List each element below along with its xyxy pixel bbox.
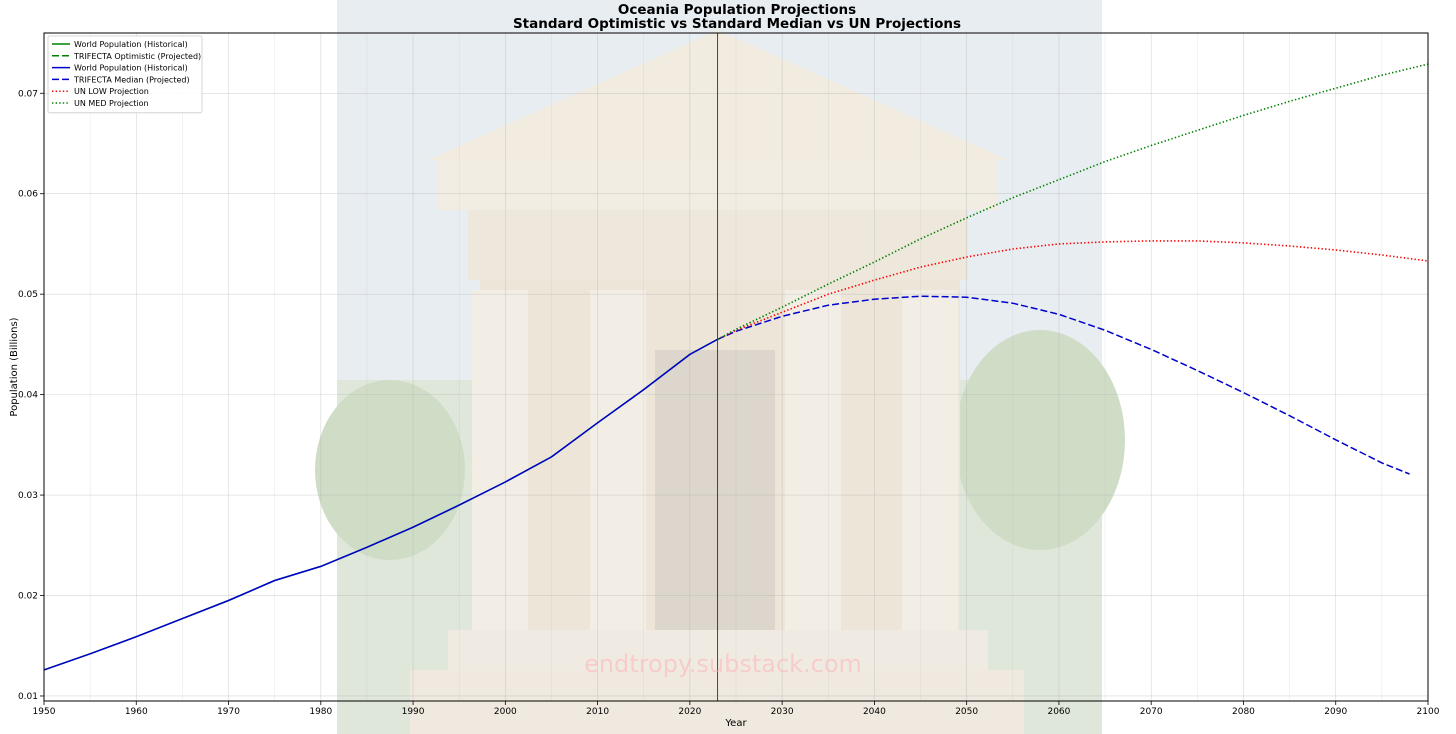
- x-tick-label: 2050: [955, 707, 978, 717]
- chart-title: Oceania Population Projections: [618, 2, 856, 18]
- temple-background-image: [315, 0, 1125, 734]
- x-tick-label: 1980: [309, 707, 332, 717]
- x-tick-label: 2070: [1140, 707, 1163, 717]
- series-line-3: [43, 338, 718, 671]
- x-tick-label: 2080: [1232, 707, 1255, 717]
- legend-label: TRIFECTA Optimistic (Projected): [73, 52, 201, 61]
- series-line-4: [717, 295, 1410, 475]
- legend-label: World Population (Historical): [74, 40, 188, 49]
- x-tick-label: 2010: [586, 707, 609, 717]
- legend-label: TRIFECTA Median (Projected): [73, 75, 190, 84]
- x-tick-label: 1970: [217, 707, 240, 717]
- legend-label: World Population (Historical): [74, 64, 188, 73]
- y-tick-label: 0.03: [18, 491, 38, 501]
- gridlines: [43, 33, 1429, 701]
- x-tick-label: 1960: [125, 707, 148, 717]
- legend: World Population (Historical) TRIFECTA Op…: [47, 35, 203, 114]
- y-tick-label: 0.05: [18, 290, 38, 300]
- x-tick-label: 2040: [863, 707, 886, 717]
- x-tick-label: 1990: [402, 707, 425, 717]
- x-tick-label: 2000: [494, 707, 517, 717]
- y-axis-label: Population (Billions): [9, 317, 20, 416]
- x-tick-label: 2060: [1047, 707, 1070, 717]
- y-tick-label: 0.06: [18, 190, 38, 200]
- watermark-text: endtropy.substack.com: [584, 650, 862, 678]
- x-tick-label: 1950: [33, 707, 56, 717]
- legend-box: [47, 35, 203, 114]
- y-axis: 0.01 0.02 0.03 0.04 0.05 0.06 0.07: [18, 89, 44, 702]
- legend-label: UN MED Projection: [74, 99, 149, 108]
- series-lines: [43, 63, 1429, 671]
- x-axis: 1950 1960 1970 1980 1990 2000 2010 2020 2030 2040…: [33, 701, 1440, 717]
- x-tick-label: 2030: [771, 707, 794, 717]
- plot-frame: [43, 32, 1429, 702]
- x-tick-label: 2020: [678, 707, 701, 717]
- y-tick-label: 0.04: [18, 391, 38, 401]
- y-tick-label: 0.01: [18, 692, 38, 702]
- legend-label: UN LOW Projection: [74, 87, 149, 96]
- x-axis-label: Year: [724, 718, 747, 729]
- x-tick-label: 2100: [1417, 707, 1440, 717]
- chart-subtitle: Standard Optimistic vs Standard Median v…: [513, 16, 961, 32]
- y-tick-label: 0.07: [18, 89, 38, 99]
- x-tick-label: 2090: [1324, 707, 1347, 717]
- y-tick-label: 0.02: [18, 592, 38, 602]
